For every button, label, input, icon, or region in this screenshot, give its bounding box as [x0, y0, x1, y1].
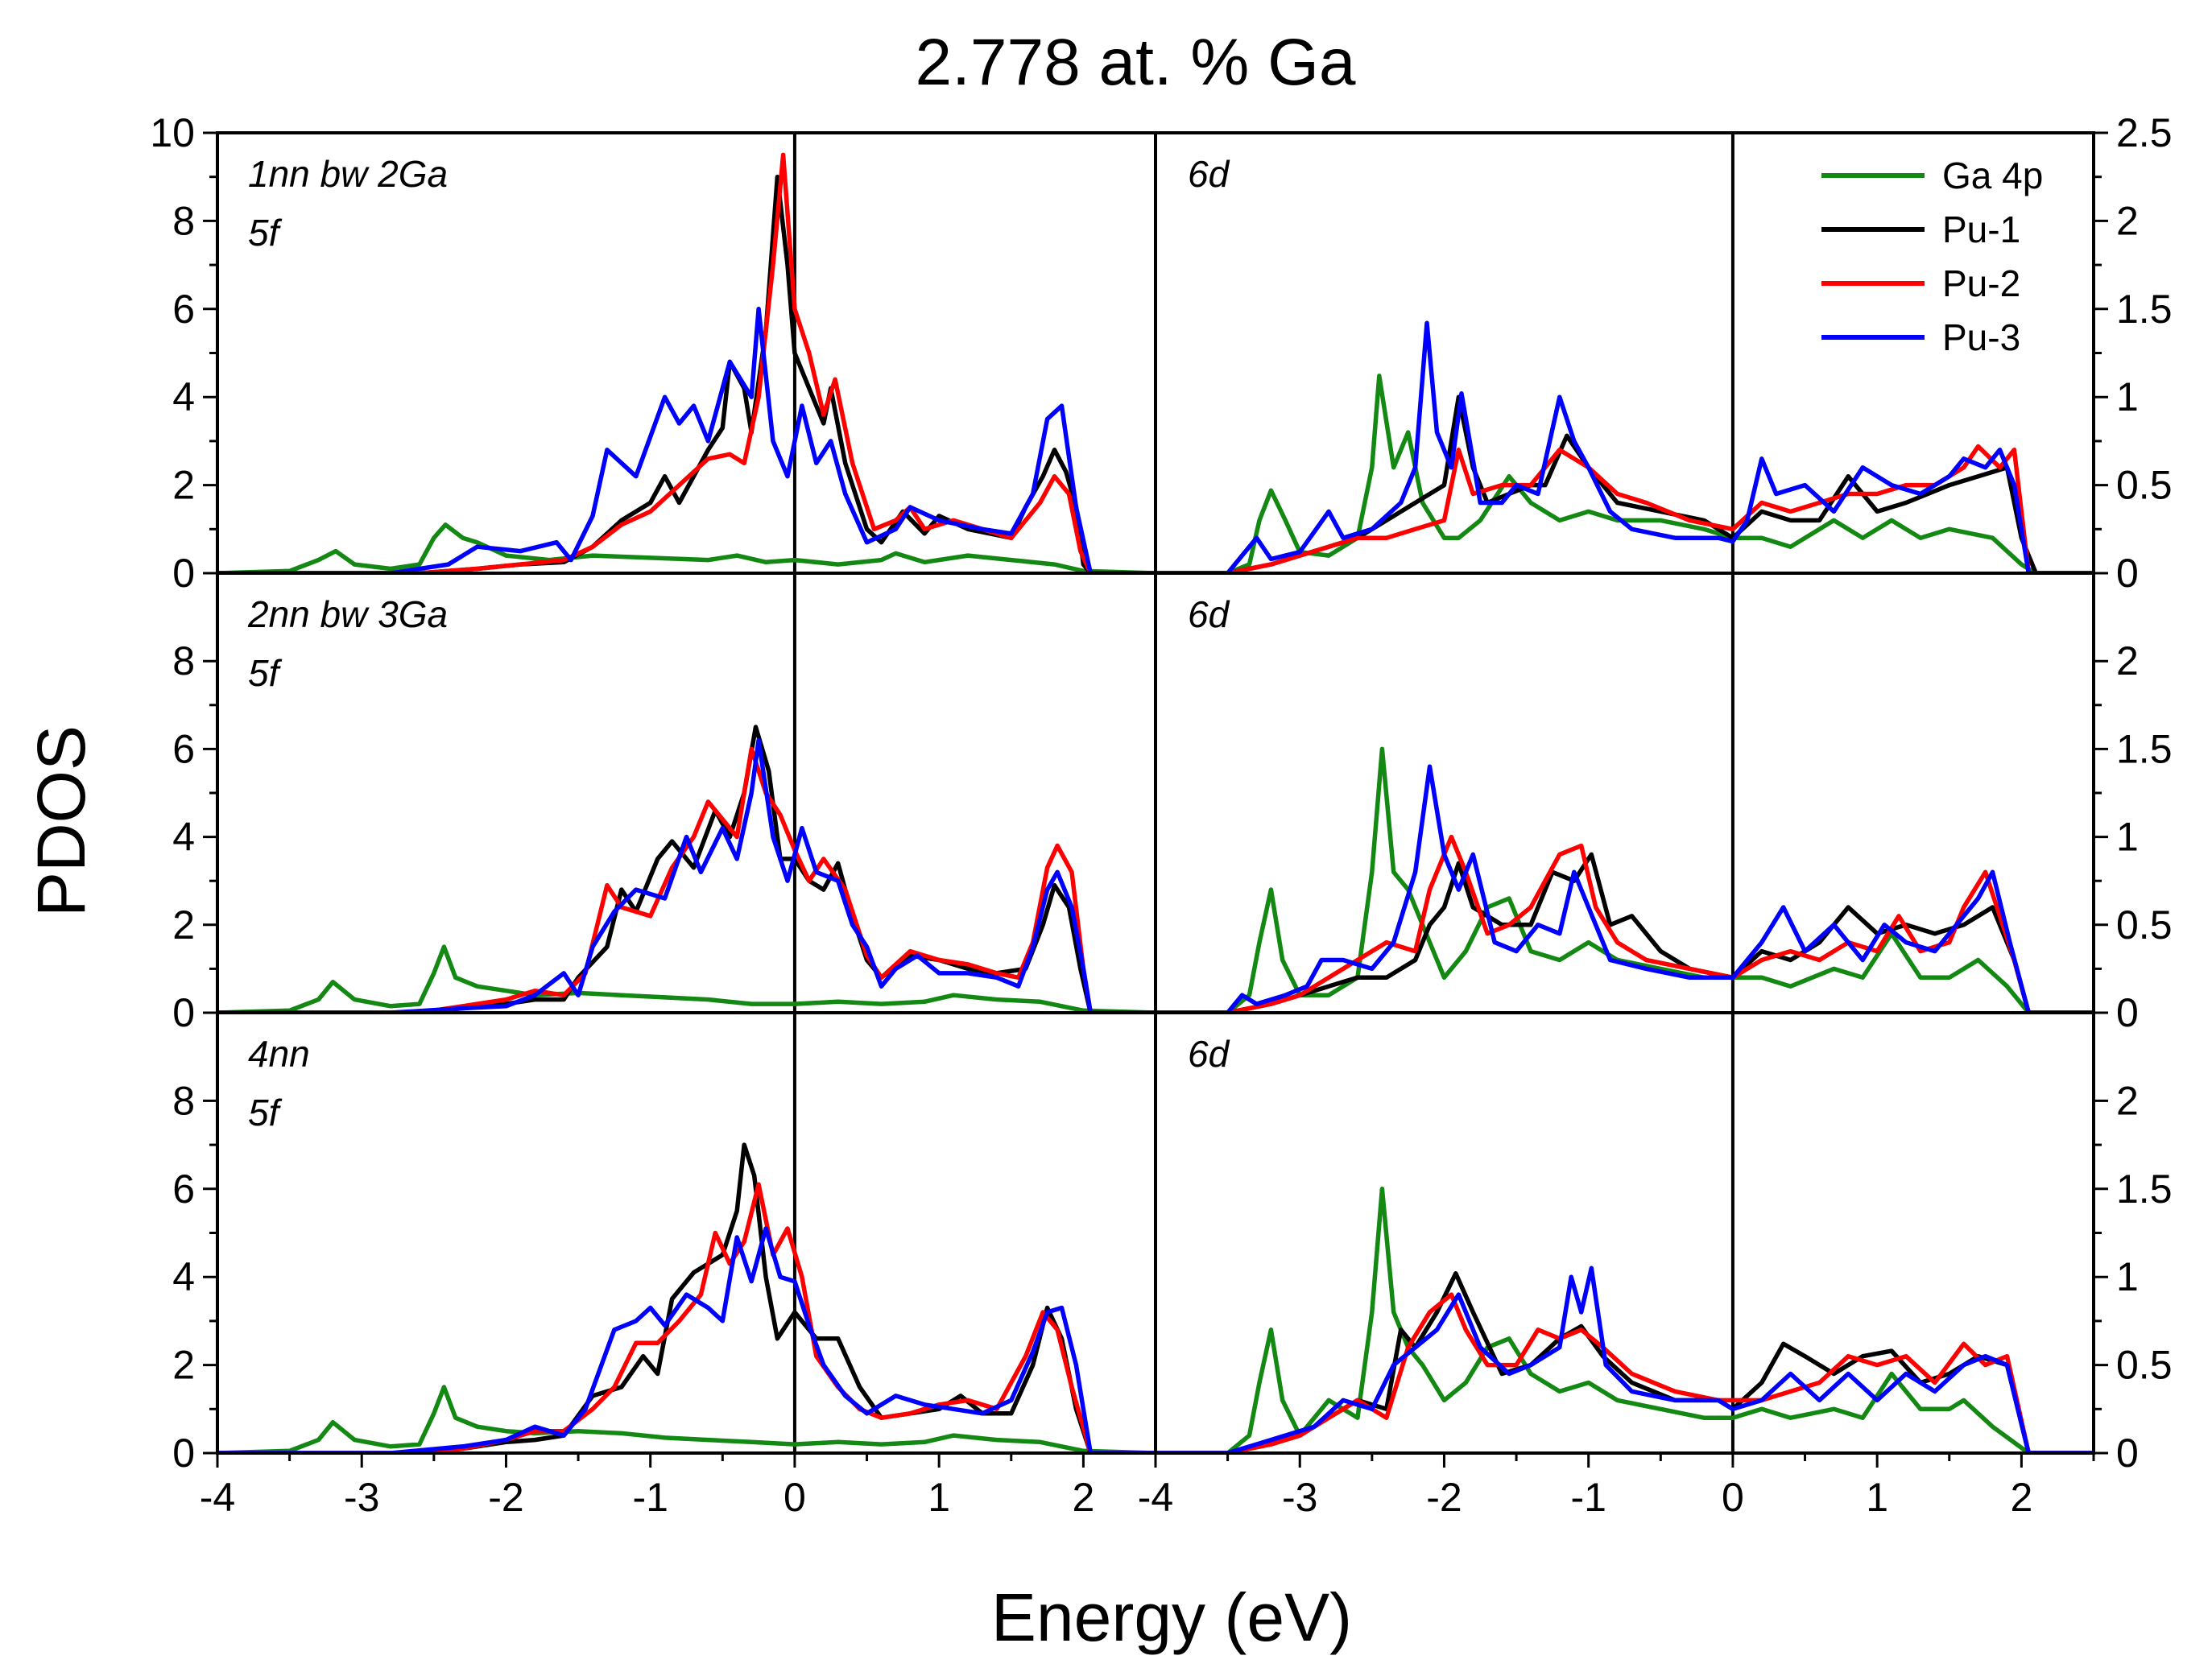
y-tick-label: 0 — [172, 1431, 195, 1476]
x-tick-label: 2 — [1072, 1475, 1094, 1520]
panel-orbital-label: 5f — [248, 652, 283, 694]
y-tick-label: 4 — [172, 374, 195, 419]
y-tick-label: 0.5 — [2116, 463, 2173, 508]
y-tick-label: 1.5 — [2116, 1166, 2173, 1212]
y-tick-label: 6 — [172, 287, 195, 332]
x-tick-label: 0 — [1722, 1475, 1744, 1520]
y-tick-label: 2 — [2116, 198, 2139, 243]
legend-label: Pu-2 — [1942, 262, 2020, 304]
series-line-pu-3 — [217, 1226, 1156, 1453]
y-tick-label: 0.5 — [2116, 902, 2173, 948]
series-line-pu-3 — [1156, 1266, 2094, 1453]
x-tick-label: -4 — [200, 1475, 235, 1520]
series-line-ga-4p — [217, 522, 1156, 573]
y-tick-label: 1.5 — [2116, 287, 2173, 332]
series-line-pu-2 — [217, 746, 1156, 1013]
series-line-pu-2 — [217, 1182, 1156, 1453]
y-axis-label: PDOS — [23, 725, 99, 917]
y-tick-label: 2 — [2116, 638, 2139, 683]
series-line-ga-4p — [1156, 746, 2094, 1013]
series-line-pu-3 — [1156, 764, 2094, 1013]
y-tick-label: 0 — [2116, 551, 2139, 596]
series-line-ga-4p — [1156, 1187, 2094, 1453]
panel-label: 6d — [1188, 593, 1230, 635]
y-tick-label: 4 — [172, 815, 195, 860]
x-tick-label: 1 — [928, 1475, 950, 1520]
y-tick-label: 1.5 — [2116, 726, 2173, 771]
legend-label: Pu-1 — [1942, 209, 2020, 250]
x-axis-label: Energy (eV) — [991, 1579, 1352, 1655]
panel-2-1: 0 0.5 1 1.5 2 -4 -3 -2 -1 0 1 2 6d — [1138, 1011, 2173, 1520]
y-tick-label: 6 — [172, 726, 195, 771]
x-tick-label: 2 — [2010, 1475, 2032, 1520]
y-tick-label: 2.5 — [2116, 110, 2173, 155]
x-tick-label: 1 — [1866, 1475, 1888, 1520]
series-line-pu-3 — [217, 307, 1156, 573]
series-line-pu-1 — [217, 725, 1156, 1013]
x-tick-label: -2 — [488, 1475, 523, 1520]
series-line-ga-4p — [217, 1385, 1156, 1453]
y-tick-label: 4 — [172, 1254, 195, 1299]
y-tick-label: 8 — [172, 1078, 195, 1123]
y-tick-label: 0 — [172, 990, 195, 1035]
series-line-ga-4p — [217, 944, 1156, 1013]
y-tick-label: 8 — [172, 198, 195, 243]
y-tick-label: 10 — [150, 110, 195, 155]
chart-title: 2.778 at. % Ga — [915, 26, 1355, 99]
y-tick-label: 1 — [2116, 374, 2139, 419]
legend-label: Pu-3 — [1942, 316, 2020, 358]
series-line-pu-2 — [1156, 444, 2094, 573]
y-tick-label: 0.5 — [2116, 1343, 2173, 1388]
series-line-pu-2 — [217, 152, 1156, 573]
panel-label: 6d — [1188, 153, 1230, 195]
y-tick-label: 0 — [2116, 1431, 2139, 1476]
series-line-pu-3 — [217, 737, 1156, 1013]
y-tick-label: 2 — [172, 463, 195, 508]
legend: Ga 4p Pu-1 Pu-2 Pu-3 — [1821, 155, 2043, 358]
y-tick-label: 1 — [2116, 815, 2139, 860]
panel-label: 2nn bw 3Ga — [247, 593, 448, 635]
x-tick-label: -1 — [1570, 1475, 1606, 1520]
panel-0-0: 0 2 4 6 8 10 1nn bw 2Ga 5f — [150, 110, 1157, 596]
y-tick-label: 2 — [172, 902, 195, 948]
panel-label: 1nn bw 2Ga — [248, 153, 448, 195]
y-tick-label: 0 — [2116, 990, 2139, 1035]
series-line-pu-1 — [1156, 852, 2094, 1013]
panel-frame — [216, 131, 1157, 575]
y-tick-label: 2 — [172, 1343, 195, 1388]
panel-label: 6d — [1188, 1033, 1230, 1075]
x-tick-label: -3 — [1282, 1475, 1317, 1520]
panel-orbital-label: 5f — [248, 212, 283, 254]
series-line-pu-1 — [217, 1142, 1156, 1453]
panel-2-0: 0 2 4 6 8 -4 -3 -2 -1 0 1 2 4nn 5f — [172, 1011, 1157, 1520]
series-line-pu-3 — [1156, 320, 2094, 573]
y-tick-label: 6 — [172, 1166, 195, 1212]
y-tick-label: 8 — [172, 638, 195, 683]
legend-label: Ga 4p — [1942, 155, 2043, 196]
y-tick-label: 0 — [172, 551, 195, 596]
panel-label: 4nn — [248, 1033, 310, 1075]
x-tick-label: 0 — [784, 1475, 806, 1520]
series-line-pu-1 — [217, 174, 1156, 573]
x-tick-label: -4 — [1138, 1475, 1173, 1520]
y-tick-label: 2 — [2116, 1078, 2139, 1123]
panel-frame — [216, 572, 1157, 1014]
panel-1-1: 0 0.5 1 1.5 2 6d — [1154, 572, 2173, 1035]
x-tick-label: -3 — [344, 1475, 379, 1520]
x-tick-label: -2 — [1426, 1475, 1462, 1520]
y-tick-label: 1 — [2116, 1254, 2139, 1299]
panel-orbital-label: 5f — [248, 1092, 283, 1133]
x-tick-label: -1 — [632, 1475, 668, 1520]
panel-1-0: 0 2 4 6 8 2nn bw 3Ga 5f — [172, 572, 1157, 1035]
